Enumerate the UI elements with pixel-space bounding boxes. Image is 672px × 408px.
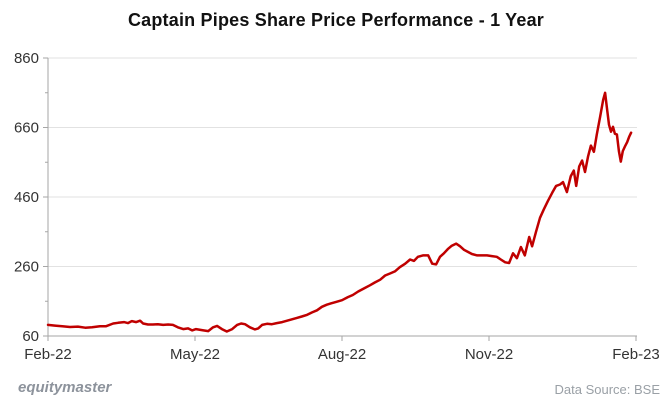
share-price-line-chart: 60 260 460 660 860 Feb-22 May-22 Aug-22 Nov-22 Fe… bbox=[14, 50, 660, 363]
x-tick-label: Feb-23 bbox=[612, 346, 660, 363]
y-tick-label: 260 bbox=[14, 259, 39, 276]
y-tick-label: 660 bbox=[14, 120, 39, 137]
x-tick-label: Aug-22 bbox=[318, 346, 366, 363]
y-tick-label: 860 bbox=[14, 50, 39, 67]
equitymaster-watermark: equitymaster bbox=[18, 379, 112, 396]
price-series-line bbox=[46, 91, 633, 333]
y-tick-label: 60 bbox=[22, 328, 39, 345]
x-tick-label: Feb-22 bbox=[24, 346, 72, 363]
x-tick-label: May-22 bbox=[170, 346, 220, 363]
chart-title: Captain Pipes Share Price Performance - … bbox=[127, 10, 545, 30]
y-tick-label: 460 bbox=[14, 189, 39, 206]
data-source-label: Data Source: BSE bbox=[554, 382, 661, 397]
x-tick-label: Nov-22 bbox=[465, 346, 513, 363]
